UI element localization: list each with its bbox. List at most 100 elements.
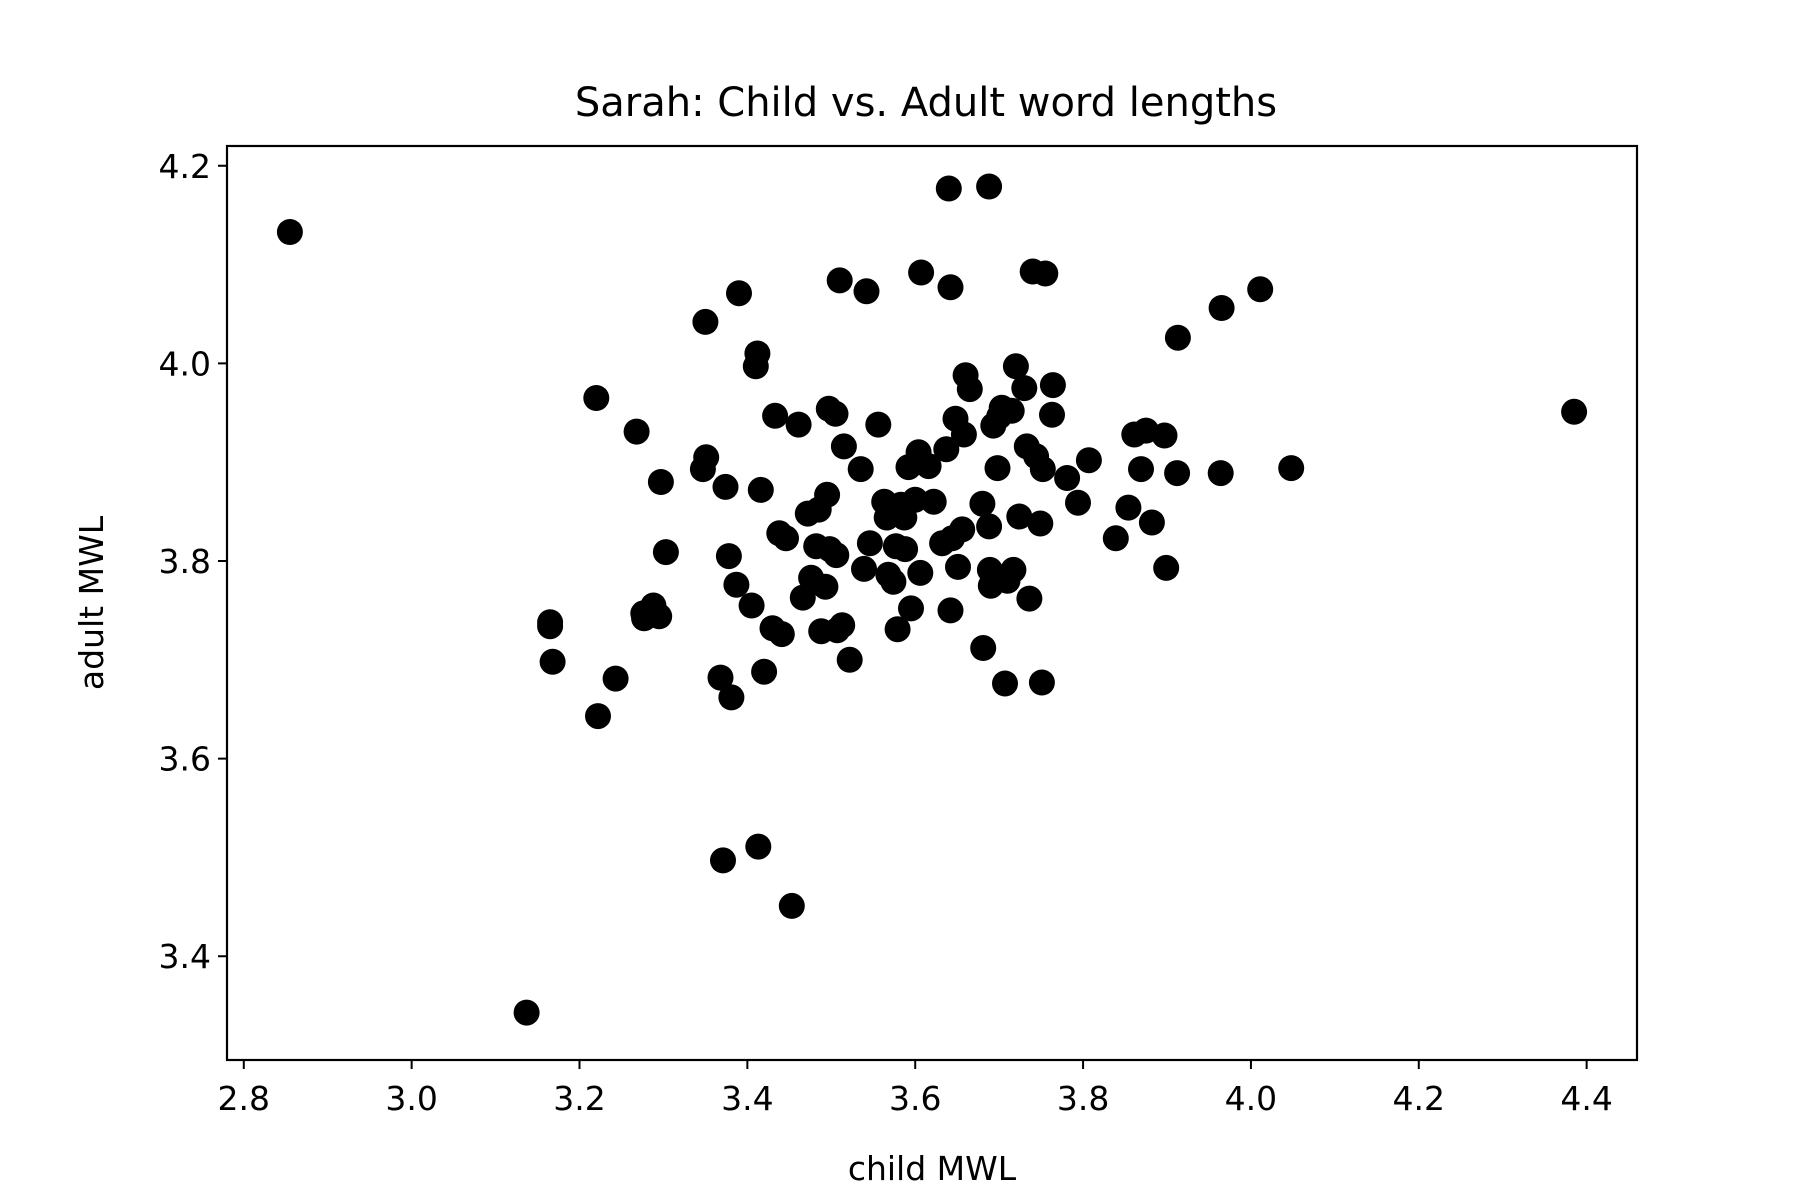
data-point-89 xyxy=(969,490,996,517)
data-point-112 xyxy=(1029,456,1056,483)
data-point-13 xyxy=(647,469,674,495)
data-point-7 xyxy=(602,665,629,692)
data-point-122 xyxy=(1128,456,1154,483)
data-point-110 xyxy=(1027,510,1054,537)
data-point-86 xyxy=(950,421,977,448)
data-point-125 xyxy=(1151,422,1178,449)
data-point-101 xyxy=(998,397,1025,424)
data-point-73 xyxy=(907,559,934,586)
data-point-74 xyxy=(908,259,935,286)
x-tick-label-8: 4.4 xyxy=(1560,1079,1612,1118)
data-point-70 xyxy=(898,595,924,622)
data-point-53 xyxy=(830,433,857,460)
chart-title: Sarah: Child vs. Adult word lengths xyxy=(575,80,1277,126)
data-point-65 xyxy=(884,616,911,643)
data-point-44 xyxy=(812,573,839,600)
y-tick-label-2: 3.8 xyxy=(159,542,211,581)
data-point-32 xyxy=(762,402,789,429)
data-point-12 xyxy=(646,603,673,630)
data-point-116 xyxy=(1054,465,1081,491)
data-point-104 xyxy=(1006,503,1033,530)
data-point-56 xyxy=(851,555,877,582)
x-axis-label: child MWL xyxy=(848,1149,1017,1188)
data-point-8 xyxy=(623,418,650,445)
plot-frame xyxy=(225,144,1639,1062)
data-point-114 xyxy=(1039,401,1065,428)
data-point-99 xyxy=(992,670,1018,697)
y-axis: 3.4 3.6 3.8 4.0 4.2 xyxy=(159,147,227,976)
x-tick-label-1: 3.0 xyxy=(385,1079,437,1118)
data-point-48 xyxy=(822,400,849,427)
data-point-22 xyxy=(718,684,745,711)
x-tick-label-2: 3.2 xyxy=(553,1079,605,1118)
data-point-35 xyxy=(773,525,799,552)
data-point-85 xyxy=(949,516,976,543)
data-point-133 xyxy=(1561,398,1588,425)
data-point-17 xyxy=(693,444,720,471)
data-point-131 xyxy=(1247,276,1274,303)
points-layer xyxy=(276,173,1588,1026)
data-point-117 xyxy=(1065,489,1091,516)
data-point-37 xyxy=(785,411,812,438)
y-tick-label-0: 3.4 xyxy=(159,937,211,976)
data-point-29 xyxy=(747,476,774,503)
data-point-105 xyxy=(1011,375,1038,402)
data-point-118 xyxy=(1075,447,1102,474)
data-point-127 xyxy=(1164,460,1191,487)
y-axis-label: adult MWL xyxy=(72,515,111,690)
data-point-59 xyxy=(865,411,892,438)
data-point-21 xyxy=(715,543,742,570)
y-tick-label-3: 4.0 xyxy=(159,344,211,383)
data-point-88 xyxy=(956,376,983,403)
data-point-113 xyxy=(1032,260,1059,287)
data-point-63 xyxy=(880,568,907,595)
data-point-130 xyxy=(1208,295,1235,321)
data-point-96 xyxy=(984,455,1011,482)
data-point-6 xyxy=(585,703,611,730)
data-point-5 xyxy=(583,385,610,411)
data-point-107 xyxy=(1016,585,1043,612)
data-point-102 xyxy=(1000,556,1027,583)
x-tick-label-4: 3.6 xyxy=(889,1079,941,1118)
data-point-14 xyxy=(652,539,679,566)
data-point-91 xyxy=(976,173,1003,200)
data-point-58 xyxy=(856,530,883,557)
y-tick-label-4: 4.2 xyxy=(159,147,211,186)
data-point-119 xyxy=(1102,525,1129,552)
data-point-54 xyxy=(836,646,863,673)
data-point-111 xyxy=(1028,669,1055,696)
data-point-27 xyxy=(744,340,771,367)
data-point-78 xyxy=(933,436,960,463)
x-axis: 2.8 3.0 3.2 3.4 3.6 3.8 4.0 4.2 4.4 xyxy=(218,1060,1613,1118)
data-point-132 xyxy=(1278,455,1305,482)
data-point-128 xyxy=(1164,324,1191,351)
data-point-0 xyxy=(276,219,303,245)
y-tick-label-1: 3.6 xyxy=(159,740,211,779)
data-point-68 xyxy=(892,536,919,563)
data-point-79 xyxy=(935,175,962,202)
x-tick-label-7: 4.2 xyxy=(1393,1079,1445,1118)
data-point-18 xyxy=(707,664,734,691)
data-point-103 xyxy=(1002,353,1029,380)
data-point-3 xyxy=(537,613,564,640)
data-point-80 xyxy=(937,597,964,624)
data-point-120 xyxy=(1115,494,1142,521)
data-point-25 xyxy=(738,592,765,619)
data-point-16 xyxy=(692,308,719,335)
data-point-92 xyxy=(976,513,1003,540)
data-point-24 xyxy=(726,280,752,307)
data-point-49 xyxy=(823,542,850,569)
x-tick-label-3: 3.4 xyxy=(721,1079,773,1118)
data-point-30 xyxy=(751,658,778,685)
data-point-38 xyxy=(789,584,816,611)
data-point-57 xyxy=(853,278,880,305)
data-point-124 xyxy=(1138,509,1165,536)
data-point-1 xyxy=(513,999,540,1026)
data-point-28 xyxy=(745,833,772,860)
data-point-52 xyxy=(829,612,856,639)
data-point-45 xyxy=(814,481,841,508)
data-point-55 xyxy=(847,456,874,483)
x-tick-label-0: 2.8 xyxy=(218,1079,270,1118)
